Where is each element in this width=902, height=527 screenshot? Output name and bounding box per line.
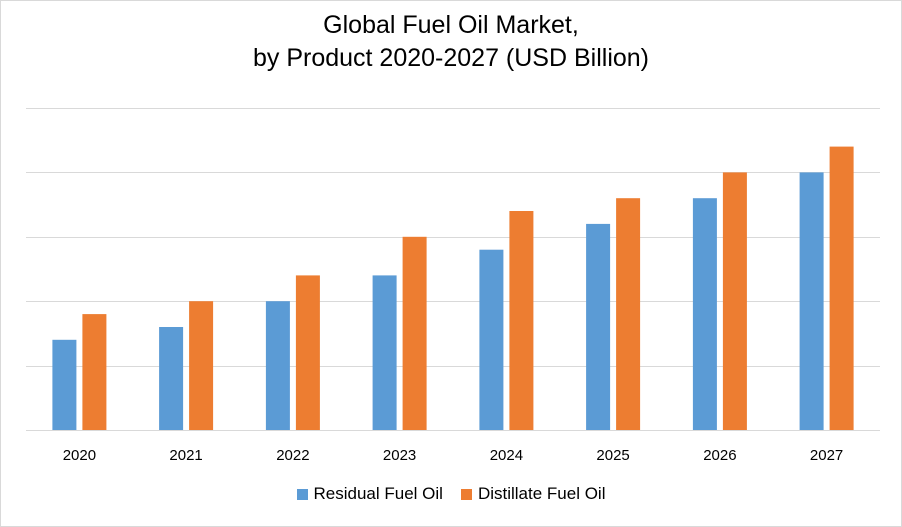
x-tick-label: 2020 — [63, 447, 96, 464]
gridlines — [26, 108, 880, 431]
bar-distillate-2026 — [722, 172, 747, 430]
x-tick-label: 2024 — [490, 447, 523, 464]
x-axis-tick-labels: 2020 2021 2022 2023 2024 2025 2026 2027 — [63, 447, 844, 464]
bar-residual-2022 — [265, 301, 290, 430]
legend: Residual Fuel Oil Distillate Fuel Oil — [1, 484, 901, 504]
bar-distillate-2023 — [402, 236, 427, 430]
bar-distillate-2024 — [509, 211, 534, 430]
legend-item-distillate: Distillate Fuel Oil — [460, 484, 606, 504]
legend-item-residual: Residual Fuel Oil — [296, 484, 443, 504]
x-tick-label: 2027 — [810, 447, 843, 464]
bar-residual-2023 — [372, 275, 397, 430]
legend-label-residual: Residual Fuel Oil — [313, 484, 443, 503]
x-tick-label: 2023 — [383, 447, 416, 464]
legend-label-distillate: Distillate Fuel Oil — [477, 484, 606, 503]
legend-swatch-distillate — [460, 488, 472, 500]
bar-residual-2026 — [692, 198, 717, 430]
bar-residual-2021 — [159, 327, 184, 430]
x-tick-label: 2026 — [703, 447, 736, 464]
legend-swatch-residual — [296, 488, 308, 500]
bar-distillate-2020 — [82, 314, 107, 430]
bar-residual-2024 — [479, 249, 504, 430]
x-tick-label: 2021 — [169, 447, 202, 464]
chart-title-line-2: by Product 2020-2027 (USD Billion) — [252, 44, 650, 72]
x-tick-label: 2025 — [596, 447, 629, 464]
bar-distillate-2021 — [189, 301, 214, 430]
chart-title-line-1: Global Fuel Oil Market, — [323, 11, 579, 39]
bar-distillate-2022 — [295, 275, 320, 430]
bar-distillate-2027 — [829, 146, 854, 430]
chart-title: Global Fuel Oil Market, by Product 2020-… — [1, 9, 901, 75]
bars — [52, 146, 854, 430]
bar-residual-2025 — [586, 223, 611, 430]
bar-residual-2020 — [52, 339, 77, 430]
bar-distillate-2025 — [616, 198, 641, 430]
bar-residual-2027 — [799, 172, 824, 430]
x-tick-label: 2022 — [276, 447, 309, 464]
